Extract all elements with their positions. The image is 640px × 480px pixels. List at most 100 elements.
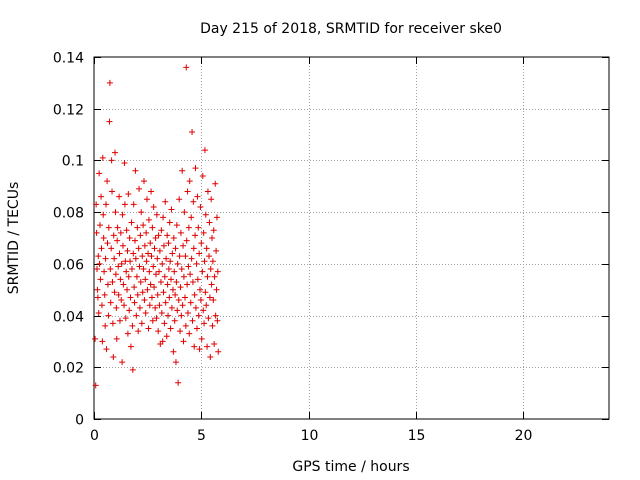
data-point <box>104 281 111 288</box>
data-point <box>158 309 165 316</box>
data-point <box>109 278 116 285</box>
data-point <box>131 237 138 244</box>
data-point <box>136 263 143 270</box>
data-point <box>115 291 122 298</box>
data-point <box>96 170 103 177</box>
data-point <box>110 232 117 239</box>
data-point <box>164 232 171 239</box>
data-point <box>116 317 123 324</box>
data-point <box>101 268 108 275</box>
data-point <box>176 253 183 260</box>
data-point <box>112 271 119 278</box>
data-point <box>152 304 159 311</box>
data-point <box>214 317 221 324</box>
data-point <box>100 235 107 241</box>
data-point <box>126 307 133 314</box>
data-point <box>107 266 114 273</box>
x-axis-label: GPS time / hours <box>292 459 409 475</box>
data-point <box>165 312 172 319</box>
x-tick-label: 10 <box>301 428 319 444</box>
data-point <box>179 302 186 309</box>
data-point <box>126 235 133 241</box>
data-point <box>192 304 199 311</box>
data-point <box>154 291 161 298</box>
data-point <box>102 255 109 262</box>
data-point <box>122 315 129 322</box>
data-point <box>150 203 157 210</box>
data-point <box>168 276 175 283</box>
data-point <box>184 188 191 195</box>
data-point <box>142 309 149 316</box>
data-point <box>93 229 100 236</box>
data-point <box>110 353 117 360</box>
data-point <box>169 250 176 257</box>
data-point <box>131 299 138 306</box>
y-tick-label: 0.06 <box>53 258 84 274</box>
data-point <box>197 286 204 293</box>
data-point <box>168 206 175 213</box>
data-point <box>112 149 119 156</box>
data-point <box>125 191 132 198</box>
data-point <box>145 325 152 332</box>
data-point <box>169 286 176 293</box>
data-point <box>190 245 197 252</box>
data-point <box>117 276 124 283</box>
data-point <box>143 229 150 236</box>
data-point <box>206 253 213 260</box>
data-point <box>198 240 205 247</box>
data-point <box>208 196 215 203</box>
data-point <box>187 299 194 306</box>
data-point <box>140 178 147 185</box>
data-point <box>149 317 156 324</box>
data-point <box>139 289 146 296</box>
data-point <box>97 276 104 283</box>
data-point <box>116 193 123 200</box>
data-point <box>163 333 170 340</box>
data-point <box>207 266 214 273</box>
data-point <box>183 237 190 244</box>
y-tick-label: 0.04 <box>53 310 84 326</box>
data-point <box>111 255 118 262</box>
data-point <box>192 165 199 172</box>
data-point <box>191 343 198 350</box>
y-tick-label: 0.1 <box>62 154 84 170</box>
data-point <box>209 258 216 265</box>
data-point <box>105 224 112 231</box>
data-point <box>139 253 146 260</box>
data-point <box>198 335 205 342</box>
data-point <box>165 240 172 247</box>
data-point <box>133 273 140 280</box>
data-point <box>174 260 181 267</box>
data-point <box>141 242 148 249</box>
data-point <box>118 260 125 267</box>
data-point <box>103 346 110 353</box>
data-point <box>185 224 192 231</box>
data-point <box>106 118 113 125</box>
data-point <box>95 253 102 260</box>
data-point <box>167 258 174 265</box>
data-point <box>164 281 171 288</box>
data-point <box>132 255 139 262</box>
data-point <box>124 286 131 293</box>
data-point <box>166 294 173 301</box>
data-point <box>156 302 163 309</box>
data-point <box>175 379 182 386</box>
data-point <box>178 266 185 273</box>
data-point <box>146 302 153 309</box>
data-point <box>152 235 159 241</box>
data-point <box>106 79 113 86</box>
data-point <box>185 263 192 270</box>
data-point <box>188 255 195 262</box>
data-point <box>99 338 106 345</box>
data-point <box>159 260 166 267</box>
data-point <box>212 180 219 187</box>
data-point <box>123 227 130 234</box>
data-point <box>193 260 200 267</box>
data-point <box>99 154 106 161</box>
data-point <box>189 128 196 135</box>
data-point <box>182 253 189 260</box>
chart-title: Day 215 of 2018, SRMTID for receiver ske… <box>200 21 502 37</box>
data-point <box>133 312 140 319</box>
data-point <box>197 297 204 304</box>
